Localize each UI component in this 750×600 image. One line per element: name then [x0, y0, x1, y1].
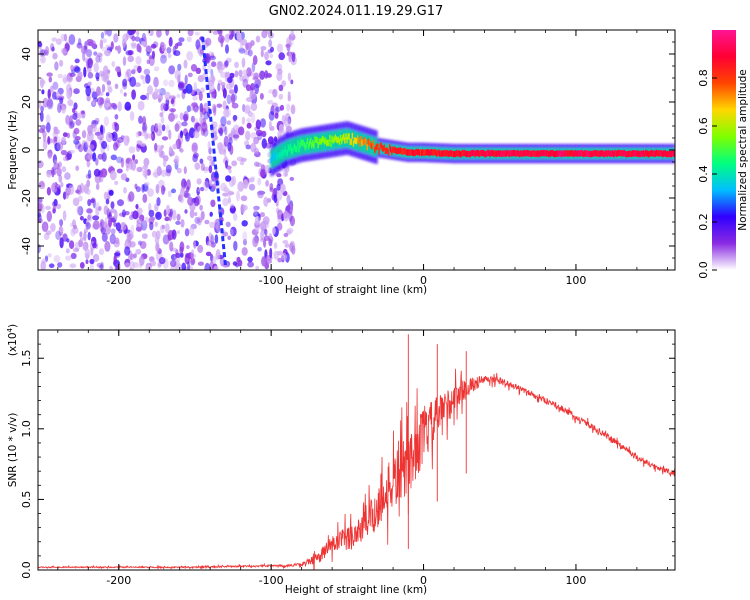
- x-tick-label: 0: [420, 274, 427, 287]
- x-tick-label: -100: [259, 274, 284, 287]
- colorbar-tick-label: 0.2: [697, 213, 710, 231]
- y-tick-label: 0.0: [20, 561, 33, 579]
- colorbar: 0.0 0.2 0.4 0.6 0.8 Normalized spectral ampl…: [697, 30, 749, 279]
- colorbar-ticks: 0.0 0.2 0.4 0.6 0.8: [697, 69, 717, 279]
- colorbar-gradient: [712, 30, 736, 270]
- snr-peaks: [407, 334, 467, 549]
- spectrogram-y-label: Frequency (Hz): [7, 110, 19, 189]
- y-tick-label: -40: [20, 237, 33, 255]
- x-tick-label: -100: [259, 574, 284, 587]
- snr-panel: -200 -100 0 100 0.0 0.5 1.0 1.5 Height of strai…: [6, 324, 676, 596]
- x-tick-label: -200: [106, 274, 131, 287]
- colorbar-tick-label: 0.4: [697, 165, 710, 183]
- x-tick-label: 0: [420, 574, 427, 587]
- colorbar-tick-label: 0.6: [697, 117, 710, 135]
- y-tick-label: -20: [20, 189, 33, 207]
- y-tick-label: 0.5: [20, 491, 33, 509]
- snr-frame: [37, 329, 676, 571]
- snr-y-label: SNR (10 * v/v): [7, 413, 19, 488]
- colorbar-tick-label: 0.0: [697, 261, 710, 279]
- spectrogram-heatmap: [38, 30, 675, 270]
- snr-scale-label: (x104): [6, 324, 19, 356]
- y-tick-label: 1.5: [20, 349, 33, 367]
- y-tick-label: 40: [20, 47, 33, 61]
- spectrogram-ridge: [270, 121, 675, 177]
- snr-axes: -200 -100 0 100 0.0 0.5 1.0 1.5: [20, 330, 675, 587]
- colorbar-label: Normalized spectral amplitude: [737, 69, 749, 230]
- y-tick-label: 1.0: [20, 420, 33, 438]
- spectrogram-streak: [201, 37, 227, 266]
- snr-line: [38, 368, 675, 570]
- x-tick-label: 100: [565, 274, 586, 287]
- y-tick-label: 0: [20, 147, 33, 154]
- y-tick-label: 20: [20, 95, 33, 109]
- spectrogram-x-label: Height of straight line (km): [285, 284, 427, 296]
- x-tick-label: -200: [106, 574, 131, 587]
- snr-x-label: Height of straight line (km): [285, 584, 427, 596]
- snr-background: [38, 330, 675, 570]
- colorbar-tick-label: 0.8: [697, 69, 710, 87]
- figure-title: GN02.2024.011.19.29.G17: [269, 4, 444, 19]
- x-tick-label: 100: [565, 574, 586, 587]
